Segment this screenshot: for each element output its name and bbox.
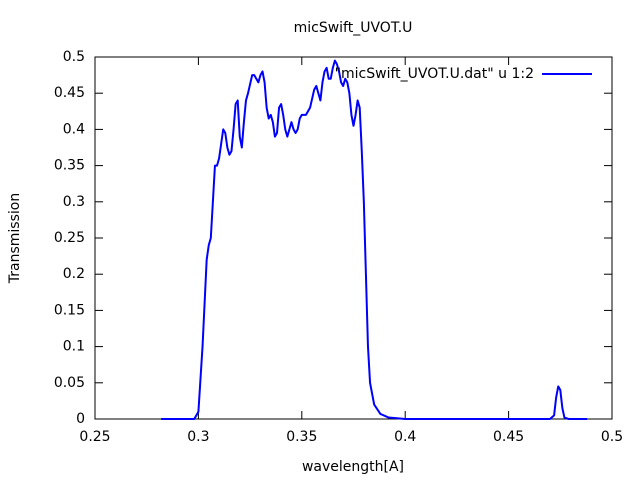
y-tick-label: 0.5 [63, 49, 85, 65]
plot-frame [94, 56, 613, 420]
y-tick-label: 0.45 [54, 85, 85, 101]
y-tick-label: 0.4 [63, 121, 85, 137]
x-tick-label: 0.25 [79, 429, 110, 445]
y-tick-label: 0.1 [63, 339, 85, 355]
y-tick-label: 0.2 [63, 266, 85, 282]
y-tick-label: 0.25 [54, 230, 85, 246]
x-tick-label: 0.35 [286, 429, 317, 445]
y-axis-label: Transmission [7, 193, 23, 284]
y-tick-label: 0.15 [54, 302, 85, 318]
y-tick-label: 0.3 [63, 194, 85, 210]
x-axis-label: wavelength[A] [302, 459, 404, 475]
y-tick-label: 0.35 [54, 158, 85, 174]
y-tick-label: 0 [76, 411, 85, 427]
legend-label: "micSwift_UVOT.U.dat" u 1:2 [335, 66, 534, 82]
x-tick-label: 0.4 [394, 429, 416, 445]
x-tick-label: 0.5 [601, 429, 623, 445]
x-tick-label: 0.3 [187, 429, 209, 445]
chart-title: micSwift_UVOT.U [294, 20, 413, 36]
x-tick-label: 0.45 [493, 429, 524, 445]
y-tick-label: 0.05 [54, 375, 85, 391]
data-line [161, 59, 588, 420]
